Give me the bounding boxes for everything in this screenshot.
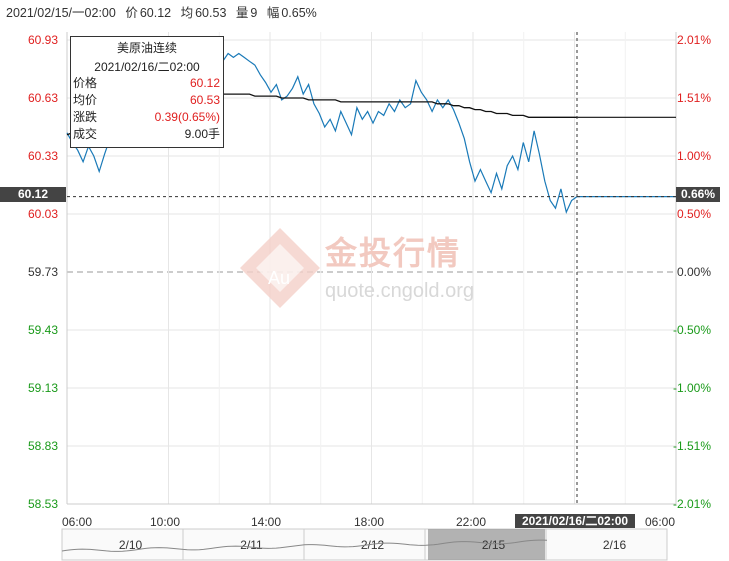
tooltip-price-label: 价格 [73,76,98,90]
tooltip-avg-label: 均价 [73,93,98,107]
navigator-label: 2/11 [240,538,263,552]
header-amp: 0.65% [281,6,317,20]
grid [66,32,677,505]
x-tick: 14:00 [251,515,281,529]
watermark-url: quote.cngold.org [325,280,475,302]
time-navigator[interactable]: 2/10 2/11 2/12 2/15 2/16 [61,528,668,561]
tooltip-name: 美原油连续 [116,41,177,55]
current-price-marker: 60.12 [0,187,66,202]
y-tick-left: 60.93 [28,33,58,47]
navigator-label: 2/16 [603,538,627,552]
header-avg: 60.53 [195,6,227,20]
header-price: 60.12 [139,6,172,20]
navigator-frame [61,528,668,561]
x-tick: 06:00 [645,515,675,529]
tooltip-vol: 9.00手 [184,127,220,141]
watermark-logo: Au [238,226,322,315]
y-tick-right: 0.00% [677,265,711,279]
x-tick: 06:00 [62,515,92,529]
y-tick-right: 0.50% [677,207,711,221]
x-tick: 18:00 [354,515,384,529]
current-pct-marker: 0.66% [676,187,720,202]
x-tick: 22:00 [456,515,486,529]
y-tick-right: -2.01% [673,497,711,511]
watermark-brand: 金投行情 [325,235,462,271]
navigator-trend [61,539,548,552]
tooltip-chg: 0.39(0.65%) [154,110,220,124]
header-vol-label: 量 [235,6,249,20]
y-tick-right: 1.51% [677,91,711,105]
y-tick-left: 60.33 [28,149,58,163]
tooltip-price: 60.12 [189,76,220,90]
header-avg-label: 均 [180,6,194,20]
y-axis-labels: 60.93 2.01% 60.63 1.51% 60.33 1.00% 60.03 0.50%… [28,33,711,511]
tooltip-time: 2021/02/16/二02:00 [94,60,200,74]
navigator-label: 2/15 [482,538,506,552]
tooltip: 美原油连续 2021/02/16/二02:00 价格 60.12 均价 60.53 … [70,36,224,148]
header-datetime: 2021/02/15/一02:00 [6,6,116,20]
y-tick-left: 58.83 [28,439,58,453]
navigator-selection [428,529,545,560]
y-tick-left: 60.63 [28,91,58,105]
y-tick-right: -0.50% [673,323,711,337]
y-tick-left: 60.03 [28,207,58,221]
tooltip-chg-label: 涨跌 [73,110,98,124]
y-tick-left: 59.73 [28,265,58,279]
crosshair-time-label: 2021/02/16/二02:00 [515,514,635,528]
y-tick-right: 2.01% [677,33,711,47]
y-tick-right: -1.51% [673,439,711,453]
y-tick-left: 58.53 [28,497,58,511]
x-tick: 10:00 [150,515,180,529]
header-price-label: 价 [125,6,138,20]
y-tick-left: 59.13 [28,381,58,395]
navigator-label: 2/10 [119,538,143,552]
y-tick-left: 59.43 [28,323,58,337]
header-vol: 9 [250,6,258,20]
tooltip-avg: 60.53 [189,93,220,107]
watermark-logo-text: Au [268,268,290,288]
y-tick-right: 1.00% [677,149,711,163]
navigator-label: 2/12 [361,538,385,552]
header-amp-label: 幅 [266,6,280,20]
y-tick-right: -1.00% [673,381,711,395]
tooltip-vol-label: 成交 [73,127,98,141]
